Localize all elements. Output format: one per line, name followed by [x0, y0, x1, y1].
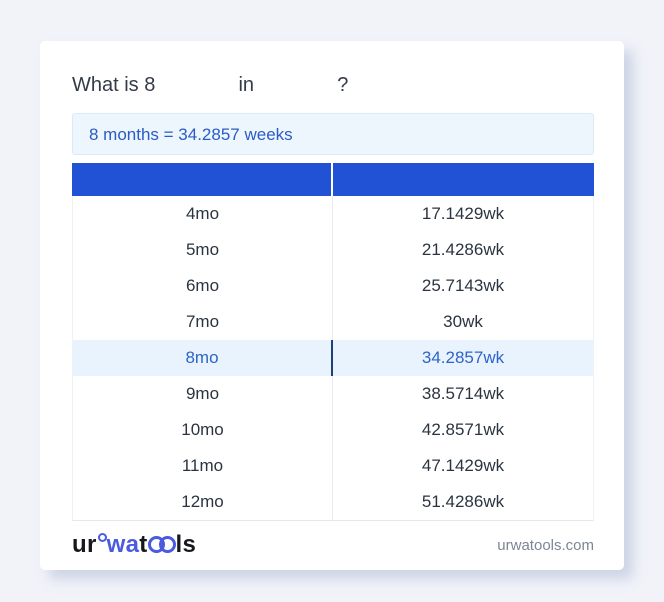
weeks-cell: 30wk [333, 304, 594, 340]
months-cell: 11mo [72, 448, 333, 484]
table-row[interactable]: 6mo 25.7143wk [72, 268, 594, 304]
answer-box: 8 months = 34.2857 weeks [72, 113, 594, 155]
to-unit-select[interactable] [260, 75, 332, 97]
months-cell: 10mo [72, 412, 333, 448]
question-mark: ? [337, 74, 349, 96]
table-row[interactable]: 12mo 51.4286wk [72, 484, 594, 521]
months-cell: 4mo [72, 196, 333, 232]
converter-card: What is 8 in ? 8 months = 34.2857 weeks … [40, 41, 624, 570]
answer-text: 8 months = 34.2857 weeks [89, 125, 293, 144]
weeks-cell: 25.7143wk [333, 268, 594, 304]
from-unit-select[interactable] [161, 75, 233, 97]
table-row[interactable]: 8mo 34.2857wk [72, 340, 594, 376]
months-cell: 5mo [72, 232, 333, 268]
table-header-row [72, 163, 594, 196]
weeks-cell: 38.5714wk [333, 376, 594, 412]
weeks-cell: 17.1429wk [333, 196, 594, 232]
months-cell: 6mo [72, 268, 333, 304]
site-domain: urwatools.com [497, 536, 594, 554]
weeks-column-header [333, 163, 594, 196]
logo-dot-ring-icon [97, 533, 107, 542]
question-title: What is 8 in ? [72, 71, 594, 99]
table-row[interactable]: 10mo 42.8571wk [72, 412, 594, 448]
table-row[interactable]: 9mo 38.5714wk [72, 376, 594, 412]
logo-oo-rings-icon [147, 531, 176, 559]
table-row[interactable]: 7mo 30wk [72, 304, 594, 340]
weeks-cell: 34.2857wk [333, 340, 594, 376]
logo-text-ur: ur [72, 531, 97, 558]
months-cell: 9mo [72, 376, 333, 412]
question-connector: in [238, 74, 255, 96]
weeks-cell: 47.1429wk [333, 448, 594, 484]
urwatools-logo[interactable]: ur wat ls [72, 531, 196, 559]
conversion-table: 4mo 17.1429wk 5mo 21.4286wk 6mo 25.7143wk 7mo 3… [72, 163, 594, 521]
logo-text-ls: ls [175, 531, 197, 558]
card-footer: ur wat ls urwatools.com [72, 521, 594, 569]
months-column-header [72, 163, 333, 196]
weeks-cell: 42.8571wk [333, 412, 594, 448]
logo-text-wa: wa [106, 531, 140, 558]
months-cell: 12mo [72, 484, 333, 521]
logo-text-t: t [139, 531, 148, 558]
table-row[interactable]: 5mo 21.4286wk [72, 232, 594, 268]
weeks-cell: 51.4286wk [333, 484, 594, 521]
weeks-cell: 21.4286wk [333, 232, 594, 268]
months-cell: 8mo [72, 340, 333, 376]
table-row[interactable]: 4mo 17.1429wk [72, 196, 594, 232]
table-row[interactable]: 11mo 47.1429wk [72, 448, 594, 484]
question-prefix: What is 8 [72, 74, 156, 96]
months-cell: 7mo [72, 304, 333, 340]
